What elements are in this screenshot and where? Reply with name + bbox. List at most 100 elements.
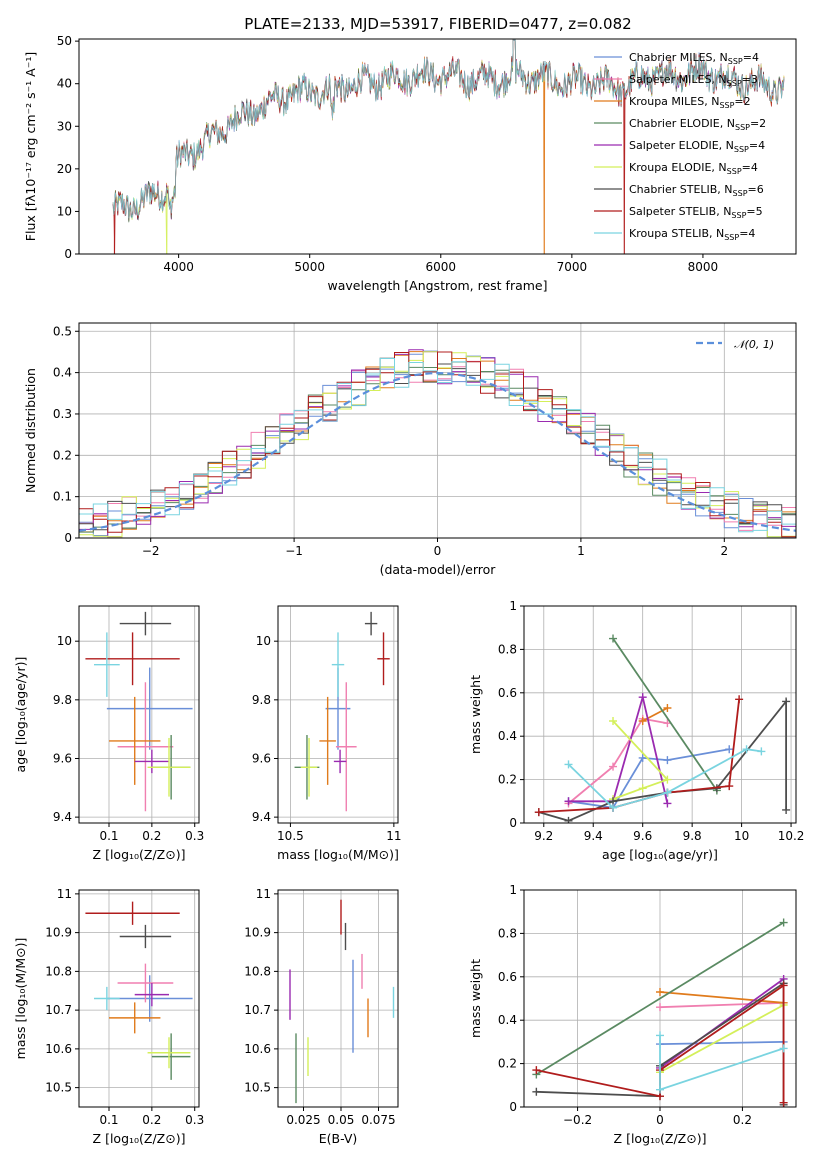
y-tick-label: 0.3: [53, 407, 72, 421]
errorbar-6: [119, 924, 172, 949]
y-axis-label: mass weight: [468, 959, 483, 1038]
errorbar-4: [134, 983, 169, 1007]
y-tick-label: 9.8: [252, 693, 271, 707]
weight-line-5: [659, 1004, 785, 1074]
errorbar-6: [364, 611, 378, 636]
legend-label: Chabrier ELODIE, N: [629, 117, 735, 130]
y-axis-label: mass weight: [468, 675, 483, 754]
x-tick-label: 11: [386, 829, 401, 843]
plot-area: [112, 39, 785, 254]
errorbar-5: [300, 737, 318, 797]
legend-entry-1: Salpeter MILES, NSSP=3: [629, 73, 758, 88]
legend-label: Kroupa MILES, N: [629, 95, 719, 108]
weight-marker-8-4: [757, 747, 766, 756]
plot-area: [534, 634, 791, 823]
weight-marker-4-0: [564, 797, 573, 806]
y-tick-label: 0: [509, 816, 517, 830]
y-tick-label: 0: [509, 1100, 517, 1114]
y-tick-label: 0.4: [498, 729, 517, 743]
x-axis-label: mass [log₁₀(M/M⊙)]: [277, 847, 399, 862]
y-tick-label: 9.4: [53, 810, 72, 824]
legend-sub: SSP: [733, 189, 748, 198]
weight-marker-8-1: [656, 1085, 664, 1094]
weight-line-4: [568, 693, 669, 804]
weight-marker-6-1: [564, 816, 573, 823]
legend-sub: SSP: [735, 123, 750, 132]
legend-val: =4: [749, 139, 765, 152]
axes-frame: [78, 38, 797, 255]
y-tick-label: 10.8: [244, 964, 271, 978]
y-tick-label: 10.6: [244, 1042, 271, 1056]
weight-marker-2-0: [656, 987, 664, 996]
panel-residuals: −2 −1 0 1 2 0 0.1 0.2 0.3 0.4 0.5 (data-model)/erro…: [23, 322, 797, 577]
y-tick-label: 20: [57, 162, 72, 176]
weight-marker-5-3: [609, 717, 618, 726]
x-tick-label: 0.1: [99, 829, 118, 843]
y-tick-label: 0.8: [498, 926, 517, 940]
weight-marker-5-2: [663, 775, 672, 784]
x-tick-label: 2: [720, 544, 728, 558]
spectrum-line-7: [112, 39, 785, 254]
weight-marker-8-2: [779, 1044, 788, 1053]
axes-frame: [78, 889, 200, 1108]
y-tick-label: 9.4: [252, 810, 271, 824]
weight-marker-0-2: [638, 753, 647, 762]
legend-sub: SSP: [727, 167, 742, 176]
weight-line-3: [612, 637, 718, 792]
y-tick-label: 40: [57, 77, 72, 91]
weight-line-1: [659, 1001, 784, 1009]
plot-area: [79, 349, 796, 538]
x-axis-label: E(B-V): [319, 1131, 358, 1146]
legend-val: =2: [734, 95, 750, 108]
errorbar-1: [117, 682, 174, 812]
x-tick-label: 4000: [163, 260, 194, 274]
errorbar-5: [147, 737, 191, 797]
errorbar-3: [151, 1033, 191, 1080]
legend-label: Salpeter ELODIE, N: [629, 139, 734, 152]
x-tick-label: 5000: [294, 260, 325, 274]
x-axis-label: age [log₁₀(age/yr)]: [602, 847, 718, 862]
weight-marker-8-3: [742, 745, 751, 754]
legend-entry-2: Kroupa MILES, NSSP=2: [629, 95, 751, 110]
axes: 0.025 0.05 0.075 10.5 10.6 10.7 10.8 10.9 11 E(B-…: [244, 887, 399, 1146]
y-tick-label: 0.6: [498, 970, 517, 984]
errorbar-0: [106, 667, 193, 750]
x-tick-label: 9.8: [683, 829, 702, 843]
weight-line-5: [612, 720, 669, 800]
legend-entry-0: Chabrier MILES, NSSP=4: [629, 51, 759, 66]
weight-marker-3-0: [609, 634, 618, 643]
legend-sub: SSP: [734, 145, 749, 154]
x-axis-label: Z [log₁₀(Z/Z⊙)]: [93, 1131, 186, 1146]
errorbar-6: [119, 611, 172, 636]
x-tick-label: 0.05: [328, 1113, 355, 1127]
axes-frame: [523, 889, 797, 1108]
weight-marker-0-3: [663, 756, 672, 765]
legend-sub: SSP: [727, 79, 742, 88]
x-axis-label: Z [log₁₀(Z/Z⊙)]: [614, 1131, 707, 1146]
legend-label: Salpeter STELIB, N: [629, 205, 731, 218]
legend-label: Kroupa STELIB, N: [629, 227, 724, 240]
x-tick-label: 1: [577, 544, 585, 558]
reference-legend-label: 𝒩(0, 1): [734, 338, 774, 351]
y-axis-label: Normed distribution: [23, 368, 38, 493]
plot-area: [532, 918, 788, 1107]
weight-line-0: [568, 748, 730, 809]
axes: 4000 5000 6000 7000 8000 0 10 20 30 40 50 wavelengt…: [23, 34, 797, 293]
axes-frame: [277, 889, 399, 1108]
y-axis-label: Flux [fλ10⁻¹⁷ erg cm⁻² s⁻¹ A⁻¹]: [23, 52, 38, 241]
errorbar-4: [333, 749, 347, 774]
y-tick-label: 10: [57, 204, 72, 218]
y-tick-label: 10.7: [45, 1003, 72, 1017]
panel-spectrum: 4000 5000 6000 7000 8000 0 10 20 30 40 50 wavelengt…: [23, 34, 797, 293]
weight-marker-1-0: [656, 1003, 664, 1012]
weight-marker-7-0: [534, 808, 543, 817]
panel-mass-vs-Z: 0.1 0.2 0.3 10.5 10.6 10.7 10.8 10.9 11 Z [log₁₀(…: [13, 887, 204, 1146]
weight-marker-2-1: [663, 703, 672, 712]
axes-frame: [277, 605, 399, 824]
errorbar-1: [335, 682, 357, 812]
legend-val: =4: [743, 51, 759, 64]
weight-line-1: [567, 717, 668, 805]
y-tick-label: 0.5: [53, 324, 72, 338]
y-tick-label: 0: [64, 531, 72, 545]
y-tick-label: 0.2: [53, 448, 72, 462]
